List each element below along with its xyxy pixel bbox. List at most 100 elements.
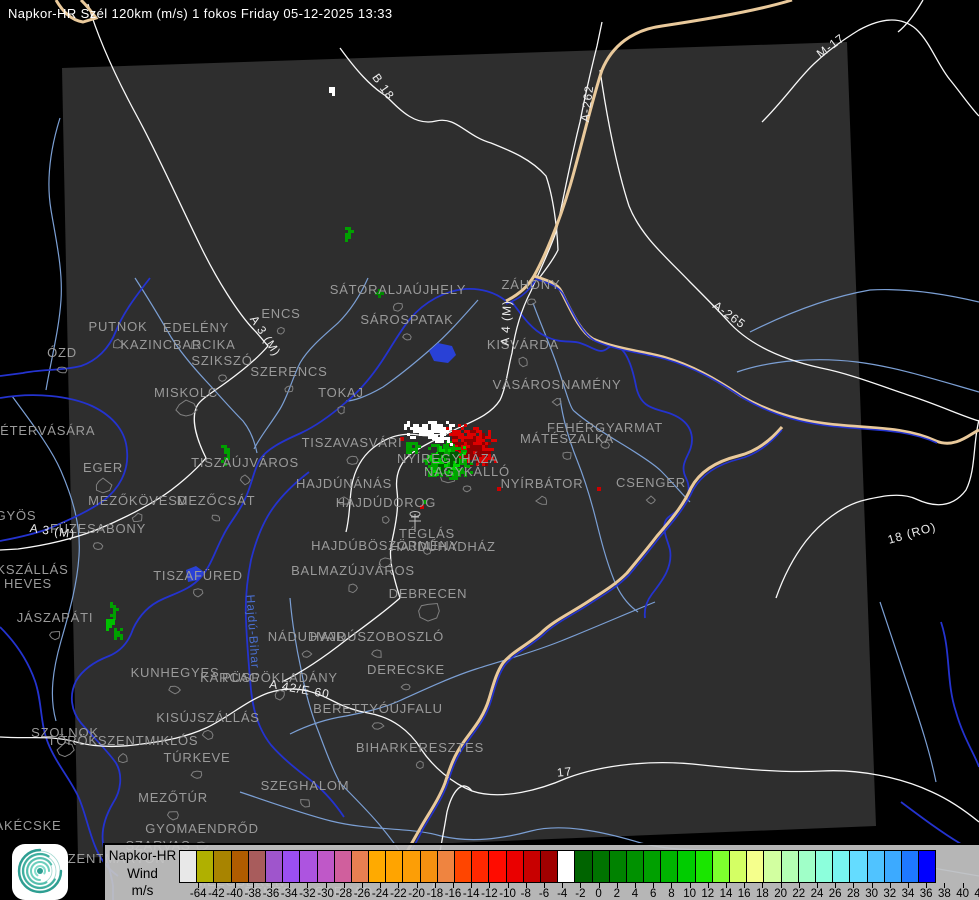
echo-pixel: [436, 461, 439, 464]
legend-tick-mark: [762, 883, 764, 888]
city-label: BERETTYÓÚJFALU: [313, 701, 443, 716]
echo-pixel: [428, 471, 431, 474]
echo-pixel: [113, 617, 116, 620]
echo-pixel: [482, 448, 485, 451]
settlement-outline: [192, 588, 204, 598]
echo-pixel: [416, 424, 419, 427]
city-label: MISKOLC: [154, 385, 218, 400]
echo-pixel: [470, 433, 473, 436]
legend-color-box: [402, 850, 421, 883]
settlement-outline: [175, 399, 198, 417]
echo-pixel: [467, 445, 470, 448]
echo-pixel: [438, 464, 441, 467]
legend-tick-label: -14: [462, 888, 480, 900]
legend-color-box: [918, 850, 937, 883]
legend-color-box: [677, 850, 696, 883]
echo-dot: [408, 448, 412, 452]
echo-pixel: [473, 439, 476, 442]
city-label: EGER: [83, 460, 123, 475]
echo-pixel: [464, 462, 467, 465]
echo-pixel: [378, 292, 381, 295]
echo-pixel: [425, 433, 428, 436]
city-label: BIHARKERESZTES: [356, 740, 484, 755]
echo-pixel: [431, 465, 434, 468]
echo-pixel: [450, 452, 453, 455]
city-label: EDELÉNY: [163, 320, 229, 335]
legend-color-box: [385, 850, 404, 883]
echo-pixel: [432, 437, 435, 440]
legend-color-box: [625, 850, 645, 883]
legend-tick-label: -8: [520, 888, 531, 900]
echo-pixel: [467, 436, 470, 439]
legend-tick-mark: [817, 883, 818, 888]
settlement-outline: [168, 685, 181, 695]
legend-tick-mark: [944, 883, 946, 888]
legend-color-box: [711, 850, 730, 883]
echo-pixel: [452, 477, 455, 480]
legend-tick-mark: [744, 883, 746, 888]
legend-color-box: [299, 850, 318, 883]
echo-pixel: [461, 433, 464, 436]
legend-color-box: [264, 850, 284, 883]
echo-pixel: [443, 433, 446, 436]
legend-color-box: [282, 850, 301, 883]
settlement-outline: [462, 485, 472, 493]
echo-pixel: [439, 446, 442, 449]
echo-pixel: [345, 236, 348, 239]
road-label: 17: [556, 764, 573, 780]
echo-pixel: [455, 445, 458, 448]
legend-color-box: [247, 850, 266, 883]
legend-tick-label: 2: [613, 888, 620, 900]
echo-pixel: [452, 471, 455, 474]
road-label: A 3 (M): [29, 521, 76, 541]
echo-pixel: [114, 637, 117, 640]
echo-pixel: [112, 619, 115, 622]
echo-pixel: [332, 87, 335, 90]
echo-pixel: [434, 465, 437, 468]
echo-pixel: [443, 453, 446, 456]
legend-tick-label: 12: [701, 888, 715, 900]
echo-pixel: [451, 467, 454, 470]
echo-pixel: [456, 455, 459, 458]
echo-pixel: [348, 233, 351, 236]
echo-pixel: [431, 462, 434, 465]
legend-color-box: [866, 850, 885, 883]
legend-color-box: [488, 850, 507, 883]
echo-pixel: [113, 611, 116, 614]
legend-tick-mark: [325, 883, 327, 888]
echo-dot: [423, 500, 427, 504]
echo-pixel: [463, 452, 466, 455]
city-label: HEVES: [4, 576, 52, 591]
echo-pixel: [488, 430, 491, 433]
echo-pixel: [458, 424, 461, 427]
echo-pixel: [473, 454, 476, 457]
echo-pixel: [441, 440, 444, 443]
legend-tick-mark: [434, 883, 436, 888]
echo-pixel: [114, 628, 117, 631]
echo-pixel: [227, 451, 230, 454]
echo-pixel: [461, 442, 464, 445]
road-label: 18 (RO): [886, 520, 938, 547]
echo-pixel: [415, 448, 418, 451]
echo-pixel: [461, 462, 464, 465]
legend-tick-label: -10: [499, 888, 516, 900]
settlement-outline: [48, 630, 61, 641]
legend-color-box: [814, 850, 834, 883]
settlement-outline: [392, 302, 404, 312]
echo-pixel: [439, 449, 442, 452]
legend-tick-label: 10: [683, 888, 696, 900]
echo-pixel: [444, 461, 447, 464]
echo-pixel: [450, 443, 453, 446]
echo-pixel: [407, 433, 410, 436]
legend-tick-label: -16: [444, 888, 462, 900]
echo-pixel: [419, 427, 422, 430]
echo-pixel: [479, 448, 482, 451]
echo-pixel: [479, 430, 482, 433]
echo-pixel: [476, 460, 479, 463]
city-label: TÖRÖKSZENTMIKLÓS: [48, 733, 199, 748]
echo-pixel: [431, 453, 434, 456]
echo-pixel: [443, 427, 446, 430]
echo-pixel: [473, 436, 476, 439]
settlement-outline: [274, 689, 285, 701]
